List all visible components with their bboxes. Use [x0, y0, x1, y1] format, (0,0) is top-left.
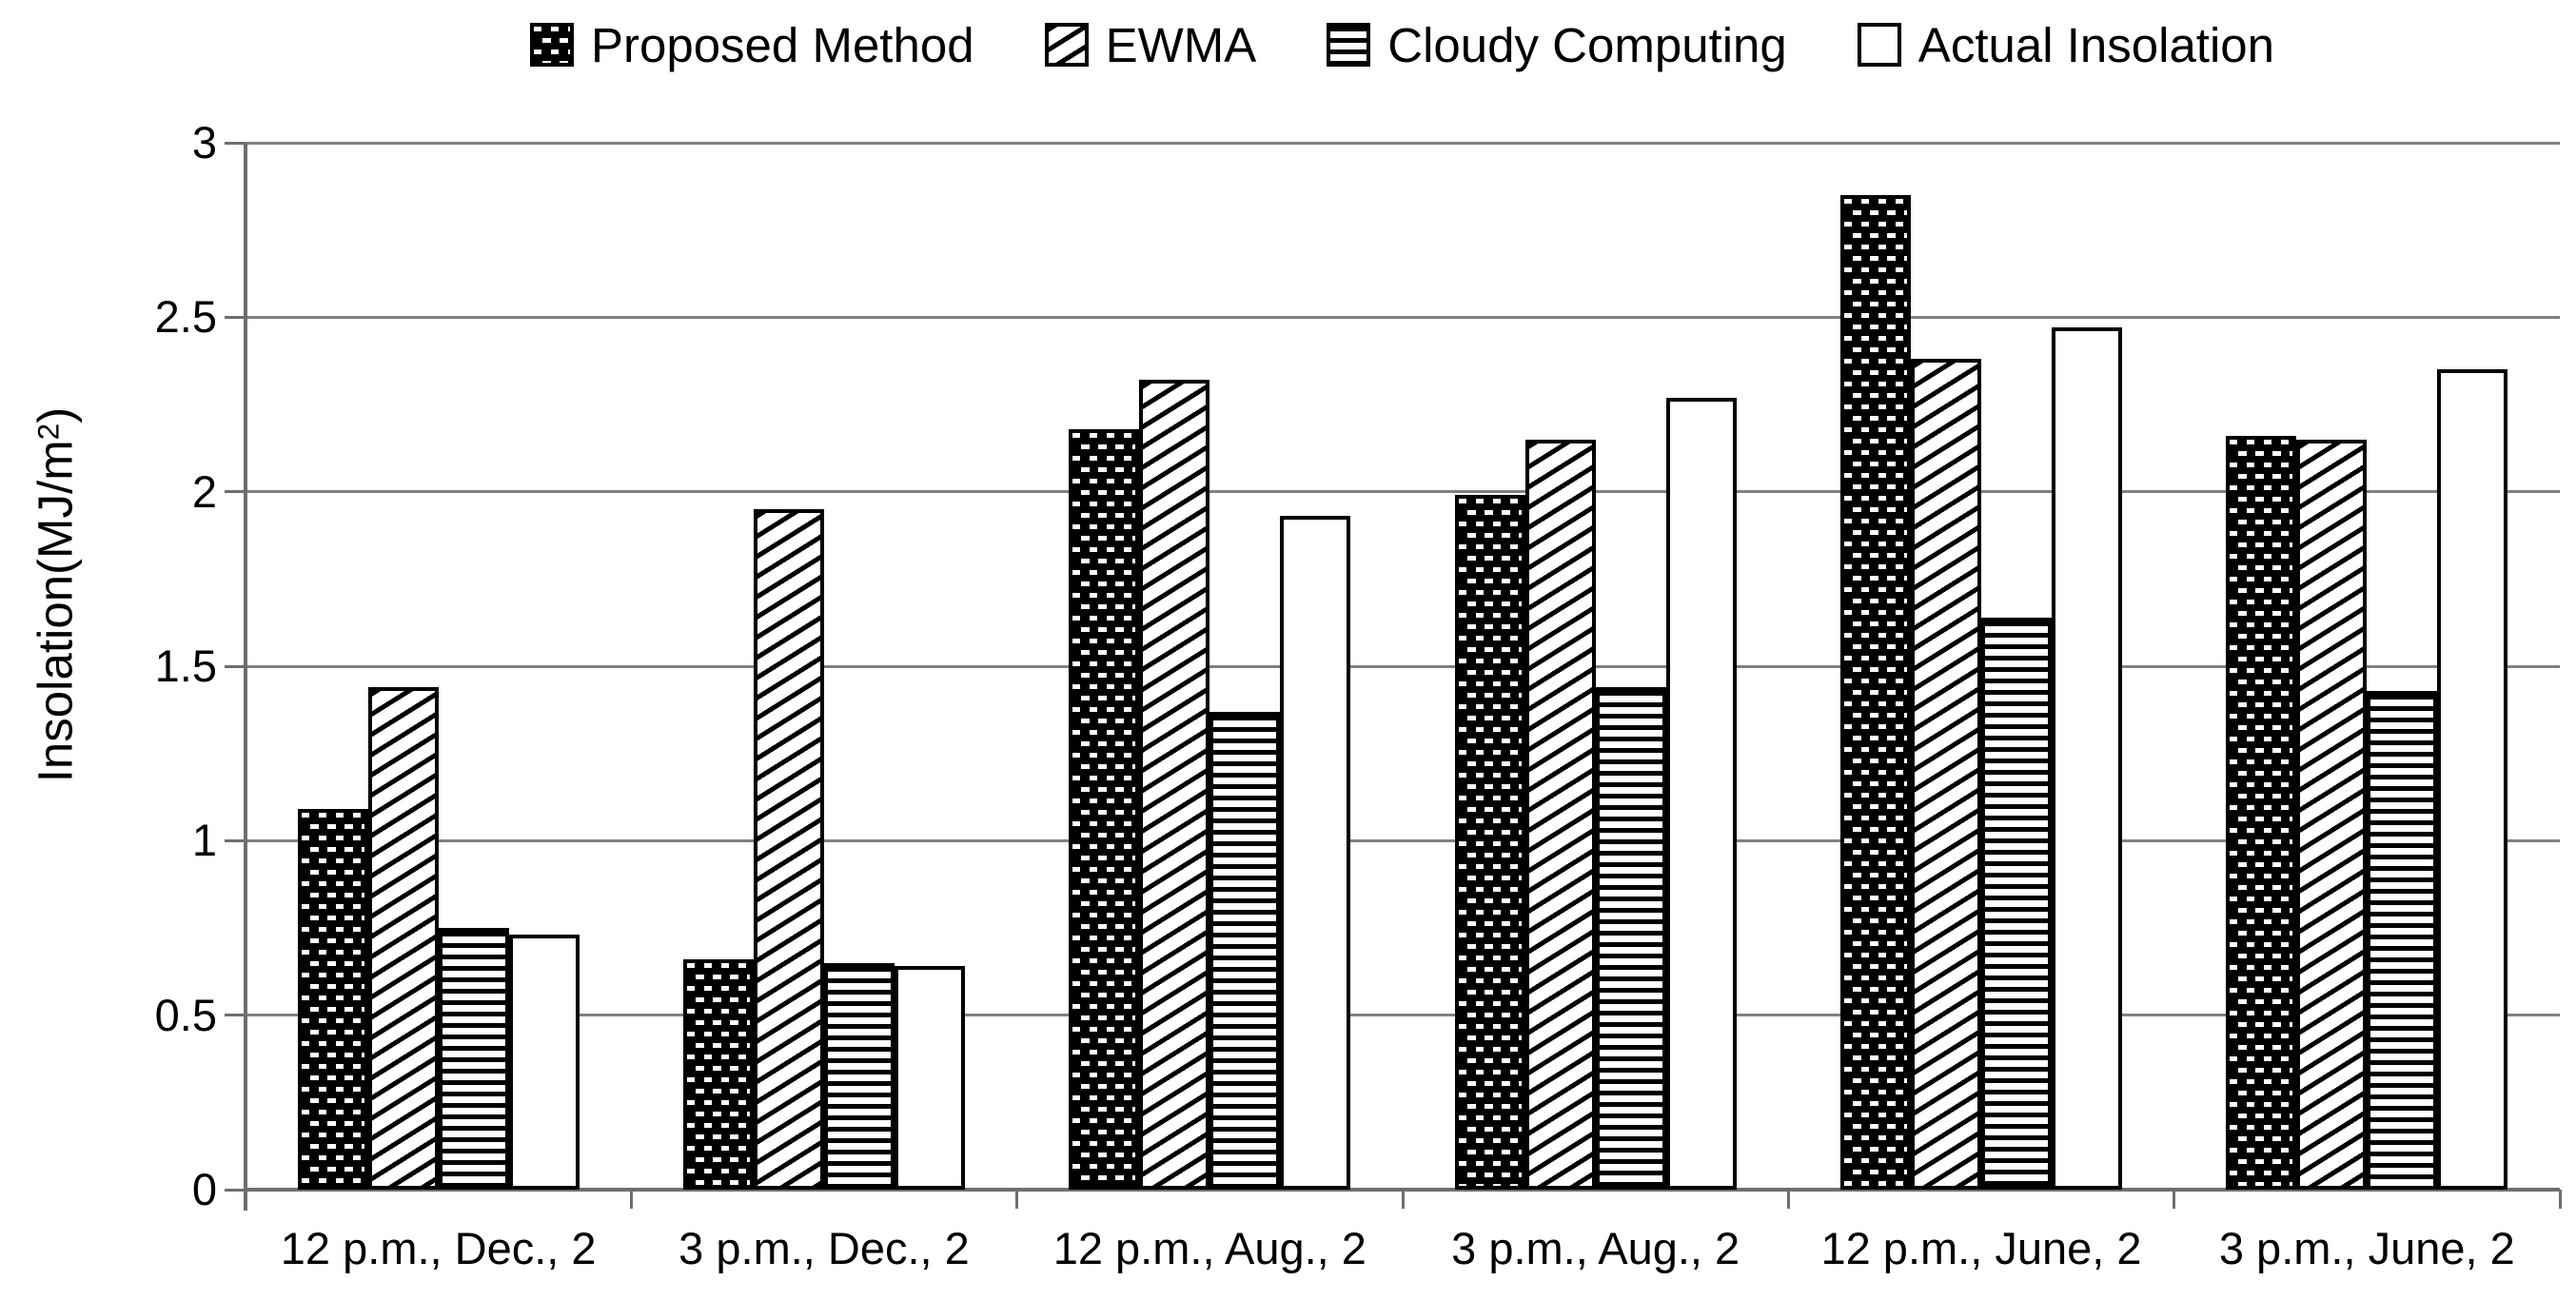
bar-ewma — [1524, 439, 1596, 1190]
bar-cloudy-computing — [1209, 711, 1281, 1190]
legend-marker-proposed-method — [529, 23, 574, 67]
gridline — [246, 315, 2560, 319]
bar-proposed-method — [1840, 195, 1911, 1190]
legend-marker-ewma — [1044, 23, 1089, 67]
x-axis-tick — [1401, 1190, 1405, 1209]
bar-actual-insolation — [895, 966, 965, 1190]
y-axis-tick — [225, 838, 246, 842]
bar-cloudy-computing — [438, 928, 509, 1190]
y-tick-label: 1 — [191, 815, 217, 866]
gridline — [246, 664, 2560, 668]
legend-item-actual-insolation: Actual Insolation — [1857, 17, 2275, 72]
chart-legend: Proposed Method EWMA Cloudy Computing Actua… — [228, 8, 2576, 82]
legend-label-actual-insolation: Actual Insolation — [1917, 17, 2275, 72]
y-axis-tick — [225, 490, 246, 494]
x-category-label: 12 p.m., Dec., 2 — [280, 1223, 597, 1273]
y-axis-tick — [225, 315, 246, 319]
y-tick-label: 3 — [191, 117, 217, 168]
bar-ewma — [1911, 359, 1981, 1190]
gridline — [246, 490, 2560, 494]
x-axis-tick — [629, 1190, 633, 1209]
bar-cloudy-computing — [1981, 617, 2052, 1190]
y-tick-label: 0.5 — [154, 989, 217, 1040]
x-axis-tick — [1015, 1190, 1019, 1209]
legend-item-proposed-method: Proposed Method — [529, 17, 974, 72]
bar-proposed-method — [2226, 436, 2297, 1190]
bar-actual-insolation — [508, 935, 580, 1190]
x-axis-tick — [1786, 1190, 1790, 1209]
bar-cloudy-computing — [824, 962, 895, 1190]
legend-label-cloudy-computing: Cloudy Computing — [1387, 17, 1787, 72]
x-axis-tick — [2558, 1190, 2562, 1209]
y-axis-tick — [225, 1014, 246, 1017]
y-axis-tick — [225, 664, 246, 668]
bar-ewma — [367, 687, 439, 1190]
gridline — [246, 1014, 2560, 1017]
x-category-label: 3 p.m., Dec., 2 — [678, 1223, 970, 1273]
bar-actual-insolation — [1665, 397, 1737, 1190]
y-axis-tick — [225, 141, 246, 145]
bar-cloudy-computing — [2367, 690, 2438, 1190]
legend-item-ewma: EWMA — [1044, 17, 1257, 72]
y-tick-label: 0 — [191, 1164, 217, 1214]
legend-marker-actual-insolation — [1857, 23, 1901, 67]
legend-item-cloudy-computing: Cloudy Computing — [1327, 21, 1787, 69]
x-axis-tick — [2173, 1190, 2176, 1209]
bar-proposed-method — [297, 809, 368, 1190]
x-category-label: 12 p.m., June, 2 — [1820, 1223, 2142, 1273]
bar-proposed-method — [683, 959, 754, 1190]
bar-actual-insolation — [2437, 369, 2508, 1190]
y-axis-tick — [225, 1188, 246, 1192]
bar-ewma — [754, 509, 824, 1190]
bar-proposed-method — [1454, 495, 1525, 1190]
bar-actual-insolation — [2052, 327, 2122, 1190]
y-tick-label: 1.5 — [154, 641, 217, 691]
x-category-label: 12 p.m., Aug., 2 — [1052, 1223, 1367, 1273]
bar-proposed-method — [1069, 428, 1140, 1190]
bar-actual-insolation — [1280, 516, 1351, 1190]
x-category-label: 3 p.m., June, 2 — [2218, 1223, 2515, 1273]
legend-marker-cloudy-computing — [1327, 23, 1371, 67]
x-category-label: 3 p.m., Aug., 2 — [1451, 1223, 1740, 1273]
legend-label-proposed-method: Proposed Method — [590, 17, 974, 72]
bar-ewma — [1139, 380, 1210, 1190]
y-tick-label: 2 — [191, 465, 217, 517]
x-axis-tick — [244, 1190, 247, 1209]
bar-ewma — [2296, 439, 2368, 1190]
gridline — [246, 141, 2560, 145]
bar-cloudy-computing — [1595, 687, 1666, 1190]
y-axis-line — [244, 143, 247, 1211]
gridline — [246, 838, 2560, 842]
legend-label-ewma: EWMA — [1105, 17, 1257, 72]
y-tick-label: 2.5 — [154, 291, 217, 343]
